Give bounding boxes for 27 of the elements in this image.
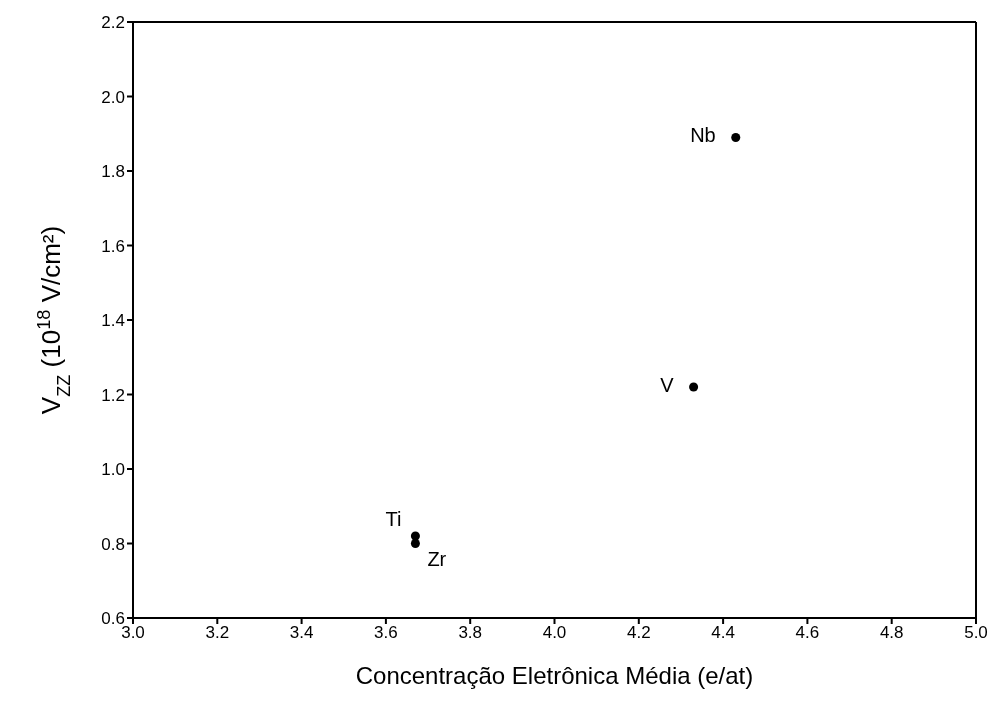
y-tick-label: 2.0 <box>101 87 125 107</box>
y-tick-label: 1.4 <box>101 311 125 331</box>
x-tick-label: 4.4 <box>711 623 735 643</box>
x-tick-label: 4.0 <box>542 623 567 643</box>
x-tick-label: 3.4 <box>289 623 314 643</box>
y-tick-label: 2.2 <box>101 13 125 33</box>
point <box>731 132 741 142</box>
y-tick-label: 1.6 <box>101 236 125 256</box>
x-axis-title: Concentração Eletrônica Média (e/at) <box>355 662 754 689</box>
annotation: Ti <box>385 508 402 531</box>
annotation: Zr <box>427 547 447 570</box>
x-tick-label: 5.0 <box>964 623 988 643</box>
annotation: V <box>660 374 675 397</box>
y-tick-label: 0.8 <box>101 534 125 554</box>
annotation: Nb <box>690 124 716 147</box>
point <box>689 382 699 392</box>
x-tick-label: 3.8 <box>458 623 483 643</box>
point <box>410 538 420 549</box>
x-tick-label: 4.6 <box>795 623 820 643</box>
x-tick-label: 3.2 <box>205 623 230 643</box>
y-tick-label: 1.0 <box>101 460 125 480</box>
y-tick-label: 1.2 <box>101 385 125 405</box>
y-tick-label: 1.8 <box>101 162 125 182</box>
x-tick-label: 3.6 <box>374 623 398 643</box>
x-tick-label: 4.8 <box>879 623 904 643</box>
x-tick-label: 4.2 <box>626 623 651 643</box>
x-tick-label: 3.0 <box>121 623 145 643</box>
